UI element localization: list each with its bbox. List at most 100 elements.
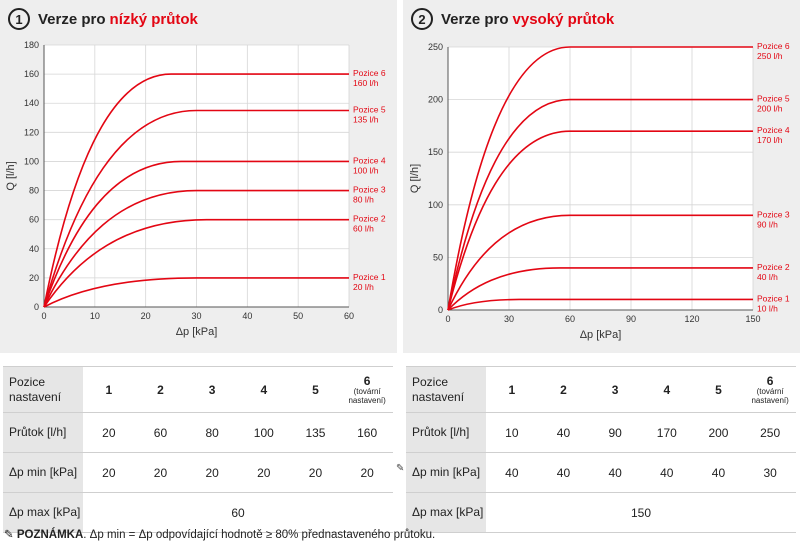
position-cell: 1 — [83, 366, 135, 413]
y-tick-label: 0 — [438, 305, 443, 315]
series-label: Pozice 5 — [757, 94, 790, 104]
flow-cell: 80 — [186, 412, 238, 453]
y-axis-label: Q [l/h] — [409, 164, 421, 193]
chart-title-accent: nízký průtok — [109, 10, 198, 28]
x-tick-label: 120 — [684, 314, 699, 324]
series-line-2 — [43, 218, 349, 308]
row-head-position: Pozice nastavení — [406, 366, 486, 413]
footnote-label: POZNÁMKA — [16, 529, 84, 541]
factory-default-note: (tovární nastavení) — [751, 386, 789, 405]
position-number: 6 — [766, 373, 774, 388]
row-head-dp-min: Δp min [kPa] — [406, 452, 486, 493]
flow-cell: 250 — [744, 412, 796, 453]
position-cell: 5 — [692, 366, 745, 413]
chart-panel-low-flow: 1 Verze pro nízký průtok 0 20 40 60 80 100 120… — [0, 0, 397, 353]
table-row: Pozice nastavení 1 2 3 4 5 6 (tovární na… — [406, 366, 796, 413]
flow-chart-high: 0 50 100 150 200 250 0 30 60 90 120 150 Δp [kPa] Q [l… — [409, 41, 790, 341]
dp-max-cell: 150 — [486, 492, 796, 533]
chart-title: 1 Verze pro nízký průtok — [8, 6, 198, 32]
chart-number-badge: 1 — [8, 8, 30, 30]
flow-chart-low: 0 20 40 60 80 100 120 140 160 180 0 10 20 30 40 50 60 Δp … — [5, 40, 386, 338]
series-label: Pozice 3 — [353, 185, 386, 195]
table-row: Průtok [l/h] 10 40 90 170 200 250 — [406, 412, 796, 453]
chart-title-prefix: Verze pro — [38, 10, 106, 28]
series-label: Pozice 2 — [353, 214, 386, 224]
position-cell: 3 — [186, 366, 238, 413]
plot-area — [448, 47, 753, 310]
table-row: Pozice nastavení 1 2 3 4 5 6 (tovární na… — [3, 366, 393, 413]
series-line-4 — [43, 160, 349, 308]
dp-min-cell: 20 — [289, 452, 342, 493]
series-value-label: 90 l/h — [757, 219, 778, 229]
flow-cell: 40 — [537, 412, 590, 453]
series-line-3 — [43, 189, 349, 308]
series-value-label: 80 l/h — [353, 195, 374, 205]
series-label: Pozice 1 — [353, 272, 386, 282]
flow-cell: 20 — [83, 412, 135, 453]
series-line-1 — [447, 298, 753, 311]
series-value-label: 10 l/h — [757, 303, 778, 313]
dp-max-cell: 60 — [83, 492, 393, 533]
position-cell: 3 — [589, 366, 641, 413]
flow-cell: 100 — [237, 412, 290, 453]
series-line-5 — [447, 98, 753, 311]
settings-table-high: Pozice nastavení 1 2 3 4 5 6 (tovární na… — [406, 366, 796, 533]
series-label: Pozice 6 — [757, 41, 790, 51]
position-cell: 2 — [134, 366, 187, 413]
dp-min-cell: 40 — [640, 452, 693, 493]
row-head-flow: Průtok [l/h] — [3, 412, 83, 453]
x-tick-label: 90 — [626, 314, 636, 324]
y-tick-label: 180 — [24, 40, 39, 50]
table-row: Průtok [l/h] 20 60 80 100 135 160 — [3, 412, 393, 453]
position-cell-default: 6 (tovární nastavení) — [744, 366, 796, 413]
series-value-label: 100 l/h — [353, 165, 379, 175]
pencil-icon: ✎ — [396, 463, 405, 474]
y-tick-label: 140 — [24, 98, 39, 108]
series-label: Pozice 5 — [353, 105, 386, 115]
x-axis-label: Δp [kPa] — [580, 329, 622, 341]
series-line-4 — [447, 130, 753, 311]
series-value-label: 135 l/h — [353, 115, 379, 125]
chart-title: 2 Verze pro vysoký průtok — [411, 6, 614, 32]
dp-min-cell: 40 — [692, 452, 745, 493]
series-label: Pozice 2 — [757, 262, 790, 272]
x-tick-label: 150 — [745, 314, 760, 324]
table-row: Δp max [kPa] 150 — [406, 492, 796, 533]
position-cell: 4 — [640, 366, 693, 413]
x-tick-label: 30 — [504, 314, 514, 324]
series-value-label: 200 l/h — [757, 104, 783, 114]
series-value-label: 250 l/h — [757, 51, 783, 61]
series-value-label: 40 l/h — [757, 272, 778, 282]
table-row: Δp min [kPa] 20 20 20 20 20 20 — [3, 452, 393, 493]
x-tick-label: 20 — [141, 311, 151, 321]
y-tick-label: 40 — [29, 244, 39, 254]
dp-min-cell: 40 — [589, 452, 641, 493]
x-tick-label: 10 — [90, 311, 100, 321]
dp-min-cell: 20 — [341, 452, 393, 493]
y-tick-label: 250 — [428, 42, 443, 52]
y-tick-label: 100 — [428, 200, 443, 210]
x-tick-label: 0 — [41, 311, 46, 321]
y-tick-label: 80 — [29, 186, 39, 196]
series-label: Pozice 4 — [757, 125, 790, 135]
series-label: Pozice 6 — [353, 68, 386, 78]
series-label: Pozice 4 — [353, 155, 386, 165]
row-head-flow: Průtok [l/h] — [406, 412, 486, 453]
row-head-dp-max: Δp max [kPa] — [406, 492, 486, 533]
series-value-label: 60 l/h — [353, 224, 374, 234]
settings-table-low: Pozice nastavení 1 2 3 4 5 6 (tovární na… — [3, 366, 393, 533]
chart-title-prefix: Verze pro — [441, 10, 509, 28]
flow-cell: 60 — [134, 412, 187, 453]
x-tick-label: 60 — [565, 314, 575, 324]
dp-min-cell: 20 — [186, 452, 238, 493]
y-tick-label: 20 — [29, 273, 39, 283]
series-value-label: 170 l/h — [757, 135, 783, 145]
flow-cell: 10 — [486, 412, 538, 453]
series-value-label: 160 l/h — [353, 78, 379, 88]
y-tick-label: 160 — [24, 69, 39, 79]
position-cell: 4 — [237, 366, 290, 413]
y-tick-label: 120 — [24, 127, 39, 137]
chart-number-badge: 2 — [411, 8, 433, 30]
position-number: 6 — [363, 373, 371, 388]
x-tick-label: 60 — [344, 311, 354, 321]
